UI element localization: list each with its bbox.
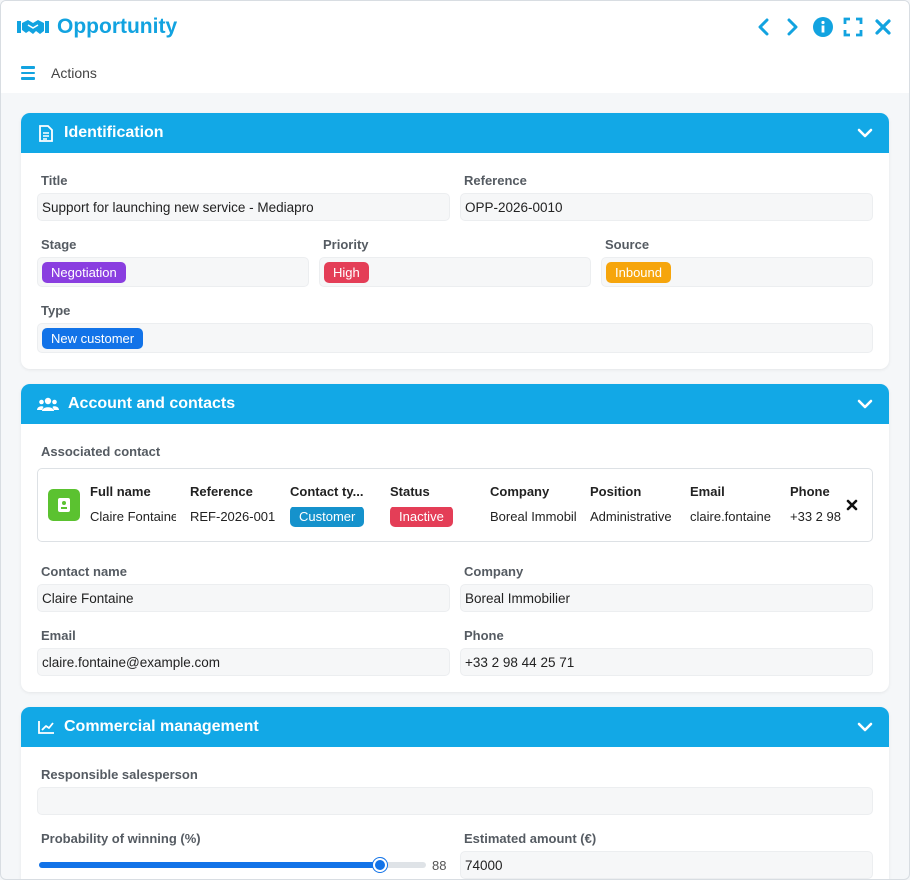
salesperson-label: Responsible salesperson [41,767,198,782]
contact-card[interactable]: Full name Claire Fontaine Reference REF-… [37,468,873,542]
col-reference: Reference [190,483,253,499]
contact-avatar-icon [48,489,80,521]
priority-badge: High [324,261,369,283]
card-company: Boreal Immobilier [490,509,576,524]
form-content: Identification Title Support for launchi… [21,113,889,879]
col-email: Email [690,483,725,499]
probability-slider[interactable]: 88 [37,851,450,879]
users-icon [37,395,59,413]
company-field[interactable]: Boreal Immobilier [460,584,873,612]
fullscreen-icon[interactable] [843,16,863,38]
section-title: Commercial management [64,718,259,735]
card-status-badge: Inactive [390,506,453,527]
info-icon[interactable] [813,16,833,38]
priority-select[interactable]: High [319,257,591,287]
document-icon [37,124,55,142]
card-position: Administrative [590,509,672,524]
chevron-down-icon[interactable] [857,125,873,141]
stage-badge: Negotiation [42,261,126,283]
source-badge: Inbound [606,261,671,283]
chevron-down-icon[interactable] [857,396,873,412]
email-field[interactable]: claire.fontaine@example.com [37,648,450,676]
contact-name-label: Contact name [41,564,127,579]
actions-menu[interactable]: Actions [51,65,97,81]
probability-value: 88 [432,857,447,873]
next-icon[interactable] [783,16,803,38]
type-label: Type [41,303,71,318]
salesperson-field[interactable] [37,787,873,815]
phone-label: Phone [464,628,504,643]
col-phone: Phone [790,483,830,499]
slider-thumb[interactable] [372,858,387,872]
hamburger-menu-icon[interactable] [21,66,35,80]
associated-contact-label: Associated contact [41,444,161,459]
account-header[interactable]: Account and contacts [21,384,889,424]
identification-header[interactable]: Identification [21,113,889,153]
col-status: Status [390,483,430,499]
commercial-header[interactable]: Commercial management [21,707,889,747]
title-bar: Opportunity [1,1,909,53]
phone-field[interactable]: +33 2 98 44 25 71 [460,648,873,676]
source-label: Source [605,237,650,252]
source-select[interactable]: Inbound [601,257,873,287]
card-full-name: Claire Fontaine [90,509,176,524]
card-email: claire.fontaine [690,509,771,524]
card-phone: +33 2 98 [790,509,841,524]
title-actions [753,16,893,38]
stage-label: Stage [41,237,77,252]
section-title: Account and contacts [68,395,236,412]
stage-select[interactable]: Negotiation [37,257,309,287]
slider-fill [39,862,380,868]
company-label: Company [464,564,524,579]
col-contact-type: Contact ty... [290,483,364,499]
handshake-icon [17,16,49,38]
section-title: Identification [64,124,164,141]
chart-line-icon [37,718,55,736]
prev-icon[interactable] [753,16,773,38]
slider-track [39,858,426,872]
amount-label: Estimated amount (€) [464,831,597,846]
menu-bar: Actions [1,53,909,93]
col-full-name: Full name [90,483,151,499]
card-contact-type-badge: Customer [290,506,365,527]
identification-section: Identification Title Support for launchi… [21,113,889,369]
account-section: Account and contacts Associated contact … [21,384,889,692]
type-badge: New customer [42,327,144,349]
contact-card-columns: Full name Claire Fontaine Reference REF-… [90,483,841,527]
title-field[interactable]: Support for launching new service - Medi… [37,193,450,221]
reference-label: Reference [464,173,527,188]
type-select[interactable]: New customer [37,323,873,353]
contact-name-field[interactable]: Claire Fontaine [37,584,450,612]
col-company: Company [490,483,550,499]
remove-contact-icon[interactable] [842,495,862,515]
page-title: Opportunity [57,15,178,38]
amount-field[interactable]: 74000 [460,851,873,879]
title-label: Title [41,173,68,188]
chevron-down-icon[interactable] [857,719,873,735]
probability-label: Probability of winning (%) [41,831,201,846]
commercial-section: Commercial management Responsible salesp… [21,707,889,879]
email-label: Email [41,628,76,643]
col-position: Position [590,483,642,499]
priority-label: Priority [323,237,369,252]
reference-field[interactable]: OPP-2026-0010 [460,193,873,221]
card-reference: REF-2026-001 [190,509,276,524]
close-icon[interactable] [873,16,893,38]
